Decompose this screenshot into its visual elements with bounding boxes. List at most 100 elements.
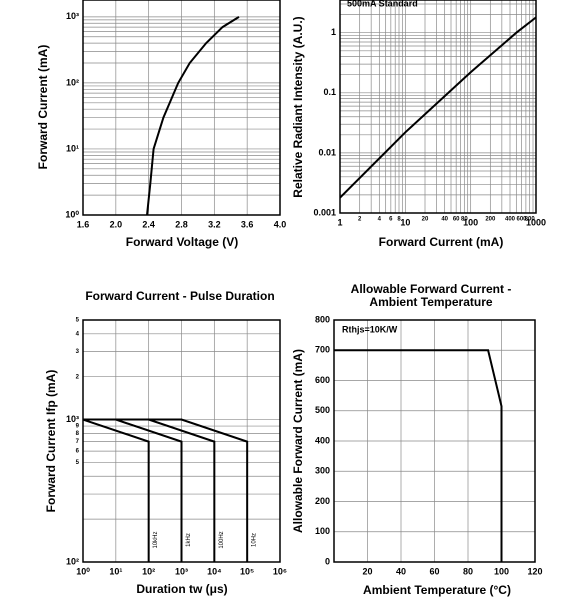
y-tick-label: 9: [76, 424, 80, 430]
plot-frame: [333, 319, 536, 563]
x-tick-label: 4.0: [274, 219, 287, 229]
y-tick-label: 0: [325, 556, 330, 566]
data-line: [83, 418, 150, 562]
x-tick-label: 60: [453, 217, 460, 223]
chart-title: Allowable Forward Current -: [351, 282, 512, 296]
x-tick-label: 1.6: [77, 219, 90, 229]
x-tick-label: 800: [525, 217, 536, 223]
x-tick-label: 1: [337, 217, 342, 227]
plot-frame: [339, 0, 537, 214]
x-tick-label: 6: [389, 217, 393, 223]
x-tick-label: 400: [505, 217, 516, 223]
x-tick-label: 2: [358, 217, 362, 223]
x-tick-label: 10⁰: [76, 566, 90, 576]
chart-title: Forward Current - Pulse Duration: [85, 289, 274, 303]
y-tick-label: 700: [315, 345, 330, 355]
plot-area: [340, 0, 536, 213]
x-tick-label: 600: [516, 217, 527, 223]
y-tick-label: 8: [76, 431, 80, 437]
x-tick-label: 20: [422, 217, 429, 223]
x-axis-label: Ambient Temperature (°C): [363, 583, 511, 597]
plot-frame: [82, 0, 281, 216]
x-tick-label: 10²: [142, 566, 155, 576]
x-tick-label: 80: [463, 566, 473, 576]
x-tick-label: 60: [429, 566, 439, 576]
plot-area: [334, 320, 535, 562]
y-tick-label: 2: [76, 374, 80, 380]
y-axis-label: Forward Current (mA): [36, 45, 50, 170]
y-tick-label: 200: [315, 496, 330, 506]
plot-frame: [82, 319, 281, 563]
y-tick-label: 500: [315, 405, 330, 415]
data-line: [340, 16, 536, 199]
y-axis-label: Allowable Forward Current (mA): [291, 349, 305, 533]
x-axis-label: Duration tw (μs): [136, 582, 227, 596]
x-tick-label: 10⁴: [207, 566, 221, 576]
y-tick-label: 10³: [66, 11, 79, 21]
chart: 20 40 60 80 100 120 0 100 200 300 400 500 600 700 800 A…: [291, 282, 542, 597]
x-tick-label: 80: [461, 217, 468, 223]
y-tick-label: 10³: [66, 414, 79, 424]
series-label: 10kHz: [153, 531, 159, 548]
y-tick-label: 5: [76, 318, 80, 324]
y-tick-label: 100: [315, 526, 330, 536]
y-tick-label: 5: [76, 460, 80, 466]
x-tick-label: 2.0: [110, 219, 123, 229]
x-tick-label: 10⁶: [273, 566, 287, 576]
y-tick-label: 10¹: [66, 143, 79, 153]
data-line: [146, 16, 240, 215]
y-tick-label: 10²: [66, 77, 79, 87]
x-tick-label: 3.2: [208, 219, 221, 229]
y-tick-label: 600: [315, 375, 330, 385]
x-tick-label: 10⁵: [240, 566, 254, 576]
x-tick-label: 20: [362, 566, 372, 576]
x-axis-label: Forward Current (mA): [379, 235, 504, 249]
annotation: Rthjs=10K/W: [342, 324, 398, 334]
data-line: [83, 418, 183, 562]
y-tick-label: 7: [76, 439, 80, 445]
x-tick-label: 100: [494, 566, 509, 576]
y-tick-label: 300: [315, 466, 330, 476]
y-axis-label: Relative Radiant Intensity (A.U.): [291, 16, 305, 197]
x-tick-label: 10: [400, 217, 410, 227]
x-tick-label: 2.8: [175, 219, 188, 229]
annotation: 500mA Standard: [347, 0, 418, 8]
y-tick-label: 1: [331, 27, 336, 37]
y-tick-label: 4: [76, 331, 80, 337]
series-label: 100Hz: [219, 531, 225, 548]
y-axis-label: Forward Current Ifp (mA): [44, 370, 58, 513]
y-tick-label: 6: [76, 449, 80, 455]
y-tick-label: 0.001: [313, 207, 336, 217]
x-tick-label: 10¹: [109, 566, 122, 576]
x-tick-label: 120: [527, 566, 542, 576]
x-tick-label: 40: [441, 217, 448, 223]
x-tick-label: 40: [396, 566, 406, 576]
x-tick-label: 8: [397, 217, 401, 223]
chart: 1.6 2.0 2.4 2.8 3.2 3.6 4.0 10⁰ 10¹ 10² 10³ Forward…: [36, 0, 286, 249]
x-tick-label: 4: [378, 217, 382, 223]
series-label: 10Hz: [252, 533, 258, 547]
y-tick-label: 0.01: [318, 147, 336, 157]
y-tick-label: 0.1: [323, 87, 336, 97]
x-tick-label: 100: [463, 217, 478, 227]
y-tick-label: 800: [315, 314, 330, 324]
x-tick-label: 200: [485, 217, 496, 223]
data-line: [83, 418, 249, 562]
x-axis-label: Forward Voltage (V): [126, 235, 238, 249]
series-label: 1kHz: [186, 533, 192, 547]
plot-area: [83, 320, 280, 562]
plot-area: [83, 0, 280, 215]
x-tick-label: 1000: [526, 217, 546, 227]
y-tick-label: 10⁰: [65, 209, 79, 219]
x-tick-label: 2.4: [142, 219, 155, 229]
y-tick-label: 400: [315, 435, 330, 445]
chart-title: Ambient Temperature: [369, 295, 492, 309]
y-tick-label: 3: [76, 349, 80, 355]
data-line: [334, 349, 503, 562]
x-tick-label: 3.6: [241, 219, 254, 229]
chart: 10⁰ 10¹ 10² 10³ 10⁴ 10⁵ 10⁶10²5678910³2345Dura…: [44, 289, 287, 596]
x-tick-label: 10³: [175, 566, 188, 576]
y-tick-label: 10²: [66, 556, 79, 566]
